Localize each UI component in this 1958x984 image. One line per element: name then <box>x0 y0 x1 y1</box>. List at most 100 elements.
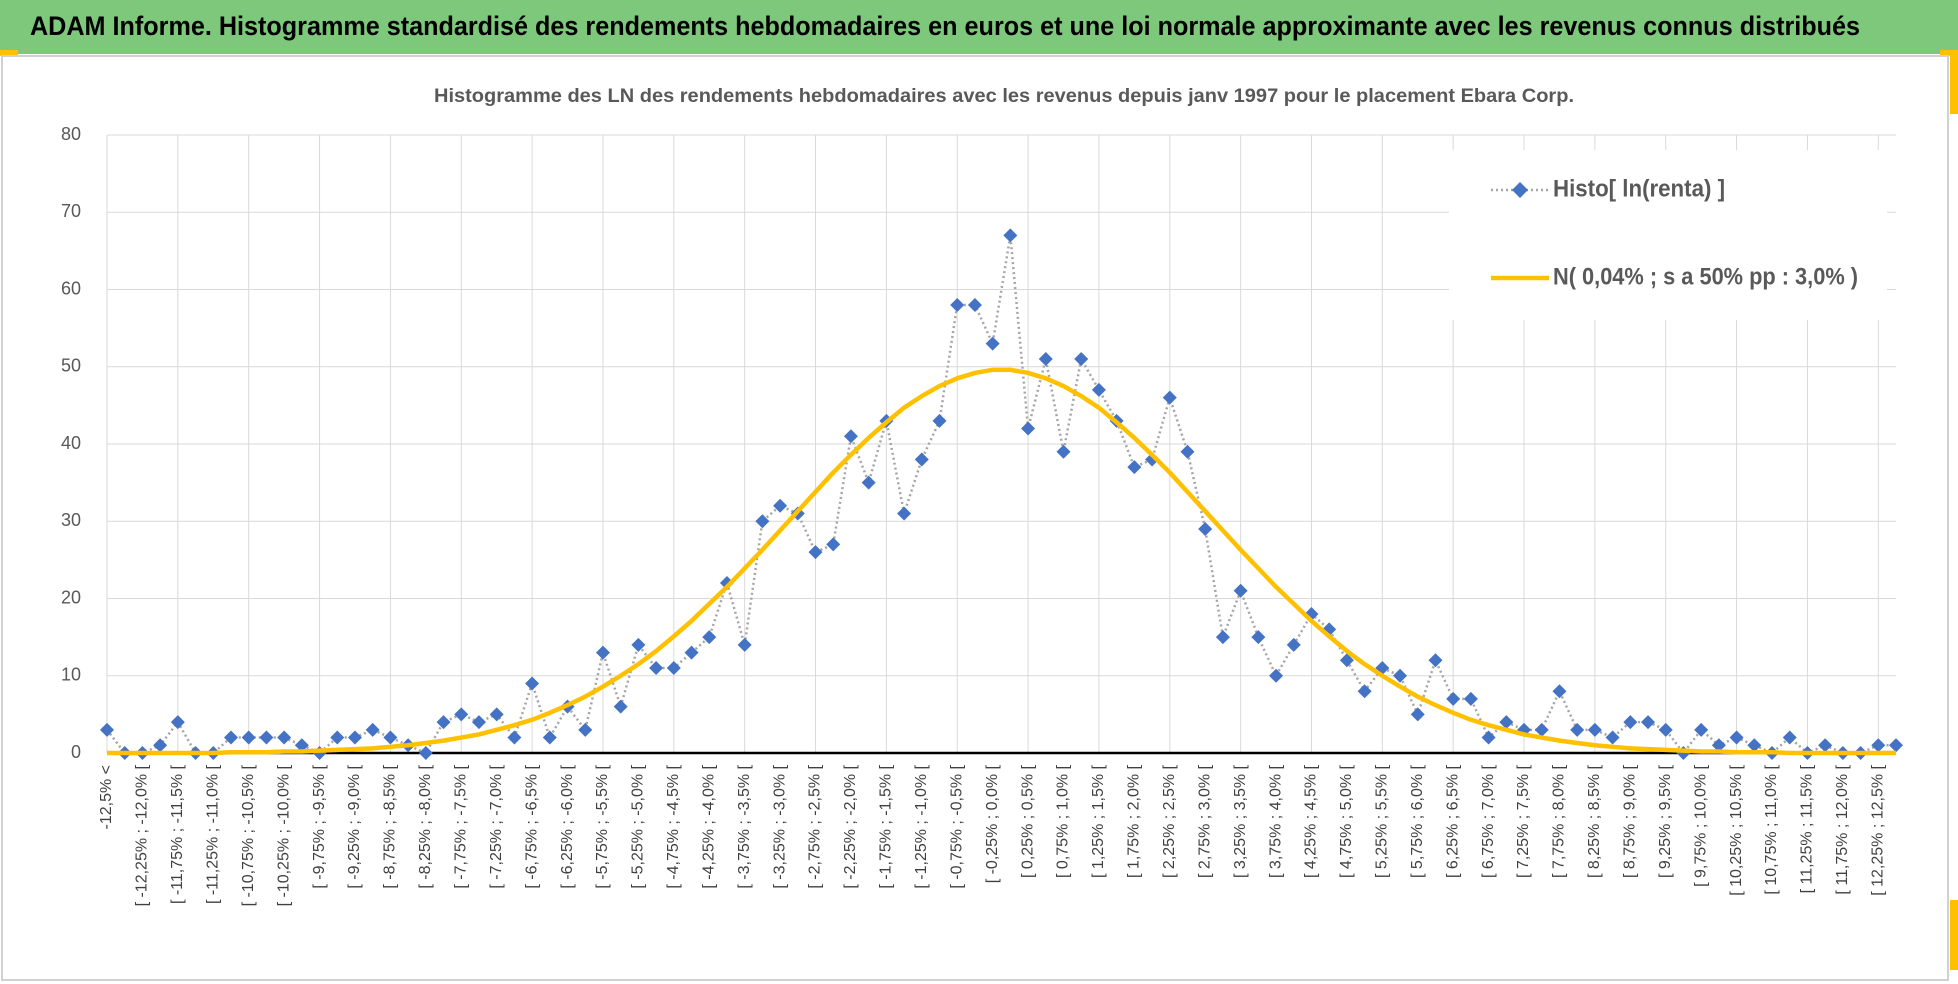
diamond-marker <box>436 715 451 730</box>
x-tick-label: [ -0,25% ; 0,0% [ <box>984 764 1001 883</box>
chart-frame <box>1 55 1949 981</box>
diamond-marker <box>1127 460 1142 475</box>
diamond-marker <box>454 707 469 722</box>
x-tick-label: [ 4,75% ; 5,0% [ <box>1338 764 1355 878</box>
y-tick-label: 60 <box>61 278 81 298</box>
diamond-marker <box>914 452 929 467</box>
x-tick-label: [ 11,25% ; 11,5% [ <box>1799 764 1816 893</box>
x-tick-label: [ 1,25% ; 1,5% [ <box>1090 764 1107 878</box>
x-tick-label: [ -5,25% ; -5,0% [ <box>630 764 647 888</box>
x-tick-label: [ 7,25% ; 7,5% [ <box>1515 764 1532 878</box>
diamond-marker <box>1463 691 1478 706</box>
legend-label: Histo[ ln(renta) ] <box>1553 175 1725 202</box>
diamond-marker <box>897 506 912 521</box>
x-tick-label: [ -4,25% ; -4,0% [ <box>700 764 717 888</box>
diamond-marker <box>1446 691 1461 706</box>
plot-area: 0 10 20 30 40 50 60 70 80 -12,5% < [ -12,25% ; -12… <box>61 124 1903 906</box>
corner <box>1950 900 1958 970</box>
x-tick-label: [ 6,25% ; 6,5% [ <box>1444 764 1461 878</box>
x-tick-label: [ -3,25% ; -3,0% [ <box>771 764 788 888</box>
diamond-marker <box>826 537 841 552</box>
x-tick-label: [ -3,75% ; -3,5% [ <box>736 764 753 888</box>
x-tick-label: [ 8,75% ; 9,0% [ <box>1622 764 1639 878</box>
normal-curve <box>107 367 1896 756</box>
x-tick-label: [ 0,75% ; 1,0% [ <box>1055 764 1072 878</box>
x-tick-label: [ -1,25% ; -1,0% [ <box>913 764 930 888</box>
x-tick-label: [ -9,25% ; -9,0% [ <box>346 764 363 888</box>
diamond-marker <box>1729 730 1744 745</box>
diamond-marker <box>1782 730 1797 745</box>
diamond-marker <box>1623 715 1638 730</box>
x-tick-label: [ 9,75% ; 10,0% [ <box>1692 764 1709 886</box>
diamond-marker <box>1570 722 1585 737</box>
diamond-marker <box>1180 444 1195 459</box>
diamond-marker <box>383 730 398 745</box>
diamond-marker <box>471 715 486 730</box>
x-tick-label: [ 6,75% ; 7,0% [ <box>1480 764 1497 878</box>
x-tick-label: [ 8,25% ; 8,5% [ <box>1586 764 1603 878</box>
x-tick-label: [ 10,25% ; 10,5% [ <box>1728 764 1745 895</box>
diamond-marker <box>1428 653 1443 668</box>
x-tick-label: [ -7,25% ; -7,0% [ <box>488 764 505 888</box>
diamond-marker <box>100 722 114 737</box>
diamond-marker <box>613 699 628 714</box>
diamond-marker <box>1162 390 1177 405</box>
legend-marker <box>1512 182 1528 198</box>
x-tick-label: [ -8,25% ; -8,0% [ <box>417 764 434 888</box>
x-tick-label: [ 10,75% ; 11,0% [ <box>1763 764 1780 894</box>
y-tick-label: 30 <box>61 510 81 530</box>
x-tick-label: [ -12,25% ; -12,0% [ <box>134 764 151 906</box>
y-tick-label: 20 <box>61 587 81 607</box>
x-tick-label: [ 5,25% ; 5,5% [ <box>1374 764 1391 878</box>
diamond-marker <box>153 738 168 753</box>
x-tick-label: [ -11,25% ; -11,0% [ <box>204 764 221 904</box>
chart-title: Histogramme des LN des rendements hebdom… <box>434 86 1574 107</box>
diamond-marker <box>719 576 734 591</box>
diamond-marker <box>1711 738 1726 753</box>
header-title: ADAM Informe. Histogramme standardisé de… <box>30 11 1860 41</box>
diamond-marker <box>950 297 965 312</box>
diamond-marker <box>985 336 1000 351</box>
diamond-marker <box>1871 738 1886 753</box>
x-tick-label: [ -9,75% ; -9,5% [ <box>311 764 328 888</box>
diamond-marker <box>1286 637 1301 652</box>
x-tick-label: [ -1,75% ; -1,5% [ <box>878 764 895 888</box>
x-tick-label: [ 3,75% ; 4,0% [ <box>1267 764 1284 878</box>
y-tick-label: 50 <box>61 356 81 376</box>
diamond-marker <box>294 738 309 753</box>
diamond-marker <box>542 730 557 745</box>
diamond-marker <box>1339 653 1354 668</box>
diamond-marker <box>223 730 238 745</box>
y-tick-label: 0 <box>71 742 81 762</box>
y-tick-label: 10 <box>61 665 81 685</box>
x-tick-label: [ -11,75% ; -11,5% [ <box>169 764 186 904</box>
y-tick-label: 80 <box>61 124 81 144</box>
diamond-marker <box>1889 738 1903 753</box>
diamond-marker <box>418 746 433 760</box>
diamond-marker <box>1410 707 1425 722</box>
diamond-marker <box>1393 668 1408 683</box>
diamond-marker <box>755 514 770 529</box>
diamond-marker <box>1251 630 1266 645</box>
x-tick-label: [ -5,75% ; -5,5% [ <box>594 764 611 888</box>
diamond-marker <box>843 429 858 444</box>
diamond-marker <box>1091 382 1106 397</box>
diamond-marker <box>507 730 522 745</box>
diamond-marker <box>861 475 876 490</box>
diamond-marker <box>1357 684 1372 699</box>
x-tick-label: [ -2,75% ; -2,5% [ <box>807 764 824 888</box>
y-tick-label: 70 <box>61 201 81 221</box>
diamond-marker <box>684 645 699 660</box>
diamond-marker <box>170 715 185 730</box>
x-tick-label: [ -10,25% ; -10,0% [ <box>275 764 292 906</box>
diamond-marker <box>1818 738 1833 753</box>
diamond-marker <box>241 730 256 745</box>
diamond-marker <box>259 730 274 745</box>
diamond-marker <box>1499 715 1514 730</box>
diamond-marker <box>1587 722 1602 737</box>
x-tick-label: [ 2,25% ; 2,5% [ <box>1161 764 1178 878</box>
x-tick-label: [ 1,75% ; 2,0% [ <box>1126 764 1143 878</box>
corner <box>0 50 18 56</box>
diamond-marker <box>932 413 947 428</box>
